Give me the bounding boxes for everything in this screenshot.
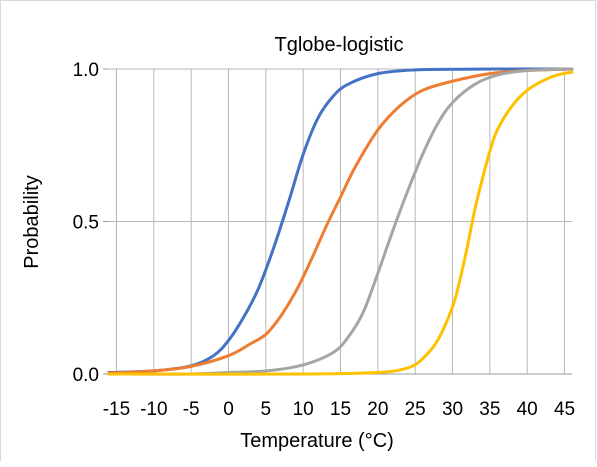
x-tick-label: 0: [223, 399, 234, 420]
y-axis-label: Probability: [21, 175, 43, 268]
series-line-4: [107, 70, 574, 376]
series-line-3: [107, 67, 574, 376]
x-axis-label: Temperature (°C): [240, 430, 394, 452]
x-tick-label: -10: [140, 399, 167, 420]
x-tick-label: 35: [479, 399, 500, 420]
x-tick-label: -5: [183, 399, 200, 420]
x-tick-label: 20: [367, 399, 388, 420]
series-line-2: [107, 67, 574, 375]
x-tick-label: -15: [103, 399, 130, 420]
x-tick-label: 30: [442, 399, 463, 420]
x-tick-label: 15: [330, 399, 351, 420]
chart-title: Tglobe-logistic: [275, 34, 404, 56]
x-tick-label: 45: [554, 399, 575, 420]
grid-layer: [103, 68, 572, 375]
y-tick-label: 0.0: [73, 365, 99, 386]
y-tick-labels: 0.0 0.5 1.0: [73, 60, 99, 386]
series-line-1: [107, 67, 574, 374]
y-tick-label: 0.5: [73, 213, 99, 234]
x-tick-label: 25: [405, 399, 426, 420]
x-tick-label: 10: [293, 399, 314, 420]
x-tick-label: 5: [261, 399, 272, 420]
series-layer: [107, 67, 574, 376]
x-tick-labels: -15 -10 -5 0 5 10 15 20 25 30 35 40 45: [103, 399, 575, 420]
x-tick-label: 40: [517, 399, 538, 420]
y-tick-label: 1.0: [73, 60, 99, 81]
